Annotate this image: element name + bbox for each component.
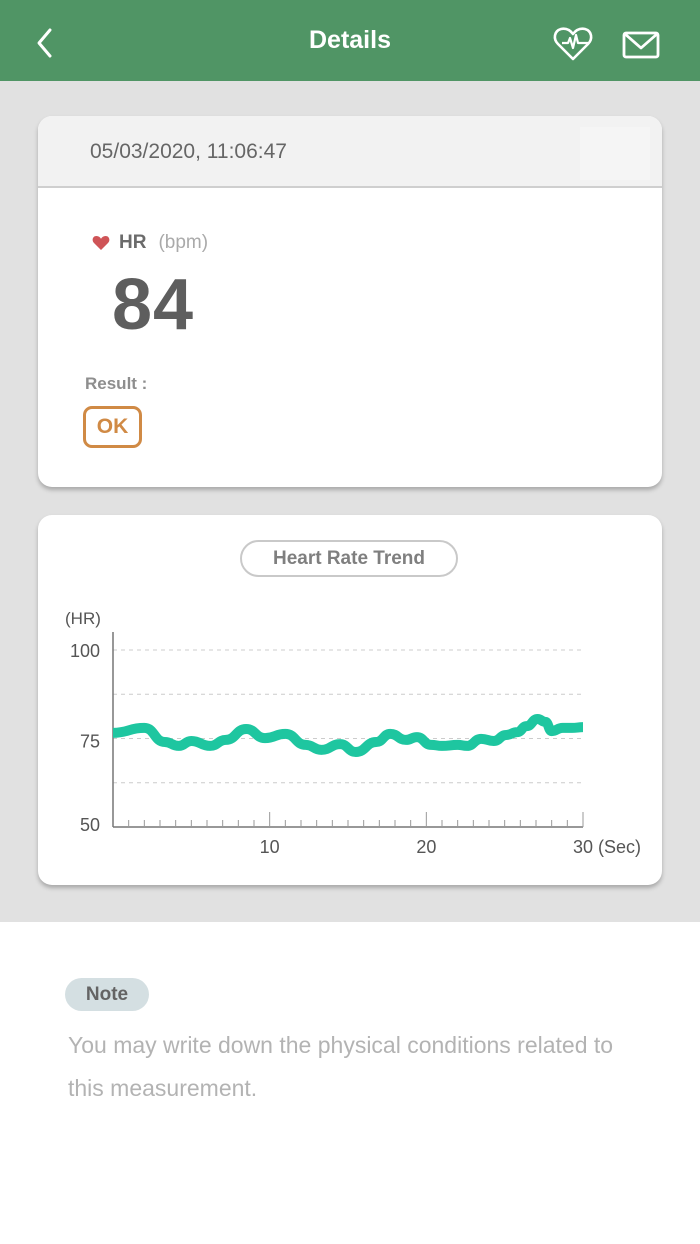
x-tick-label: 20 bbox=[416, 837, 436, 857]
trend-card: Heart Rate Trend (HR) 100 75 50 10 20 30 (Sec) bbox=[38, 515, 662, 885]
hr-label-row: HR (bpm) bbox=[92, 232, 208, 254]
page-title: Details bbox=[309, 26, 391, 54]
navbar: Details bbox=[0, 0, 700, 81]
card-header: 05/03/2020, 11:06:47 bbox=[38, 116, 662, 188]
x-tick-label: 10 bbox=[260, 837, 280, 857]
back-button[interactable] bbox=[30, 26, 60, 60]
x-tick-label: 30 bbox=[573, 837, 593, 857]
chevron-left-icon bbox=[37, 28, 52, 58]
measurement-datetime: 05/03/2020, 11:06:47 bbox=[90, 140, 287, 163]
heart-rate-icon bbox=[553, 27, 593, 61]
heart-rate-button[interactable] bbox=[552, 26, 594, 62]
mail-icon bbox=[622, 31, 660, 59]
hr-trend-line bbox=[112, 714, 584, 757]
result-label: Result : bbox=[85, 374, 148, 393]
mail-button[interactable] bbox=[622, 30, 660, 60]
x-axis-label: (Sec) bbox=[598, 837, 641, 857]
y-axis-label: (HR) bbox=[65, 609, 101, 628]
note-tag: Note bbox=[65, 978, 149, 1011]
header-placeholder bbox=[580, 127, 650, 180]
y-tick-label: 75 bbox=[80, 732, 100, 752]
chart-title: Heart Rate Trend bbox=[240, 540, 458, 577]
y-tick-label: 100 bbox=[70, 641, 100, 661]
hr-label: HR bbox=[119, 232, 147, 253]
hr-value: 84 bbox=[112, 265, 195, 345]
heart-rate-chart: (HR) 100 75 50 10 20 30 (Sec) bbox=[65, 609, 641, 857]
measurement-card: 05/03/2020, 11:06:47 HR (bpm) 84 Result … bbox=[38, 116, 662, 487]
note-input[interactable]: You may write down the physical conditio… bbox=[68, 1032, 614, 1101]
result-badge: OK bbox=[83, 406, 142, 448]
hr-unit: (bpm) bbox=[158, 232, 209, 253]
y-tick-label: 50 bbox=[80, 815, 100, 835]
heart-icon bbox=[92, 236, 110, 250]
